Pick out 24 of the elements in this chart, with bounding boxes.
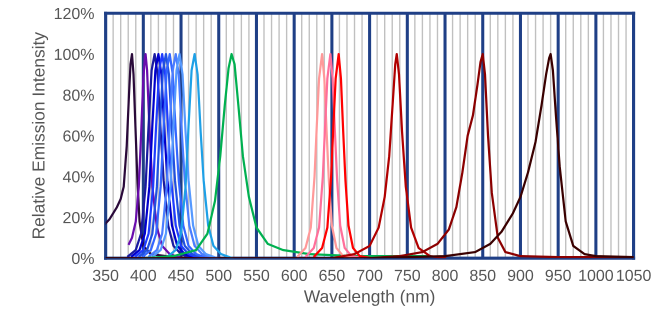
x-tick-label: 700 [357, 270, 382, 282]
x-tick-label: 950 [546, 270, 571, 282]
x-tick-label: 600 [282, 270, 307, 282]
x-tick-label: 800 [432, 270, 458, 282]
x-tick-label: 450 [168, 270, 194, 282]
y-tick-label: 20% [63, 212, 94, 224]
y-tick-label: 40% [62, 171, 94, 182]
x-tick-label: 750 [394, 270, 420, 282]
x-axis-title: Wavelength (nm) [304, 290, 434, 306]
x-tick-label: 400 [130, 270, 156, 282]
x-tick-label: 1000 [579, 270, 614, 282]
x-tick-label: 350 [92, 270, 118, 282]
y-tick-label: 0% [72, 252, 94, 264]
x-tick-label: 650 [319, 270, 345, 282]
x-tick-label: 550 [244, 270, 270, 282]
x-tick-label: 1050 [617, 270, 651, 282]
y-tick-label: 60% [63, 130, 94, 142]
y-tick-label: 120% [54, 8, 94, 20]
y-tick-label: 100% [54, 48, 94, 60]
y-tick-label: 80% [63, 90, 94, 101]
x-tick-label: 900 [508, 270, 534, 282]
x-tick-label: 500 [206, 270, 232, 282]
y-axis-title: Relative Emission Intensity [32, 32, 48, 238]
x-tick-label: 850 [470, 270, 496, 282]
